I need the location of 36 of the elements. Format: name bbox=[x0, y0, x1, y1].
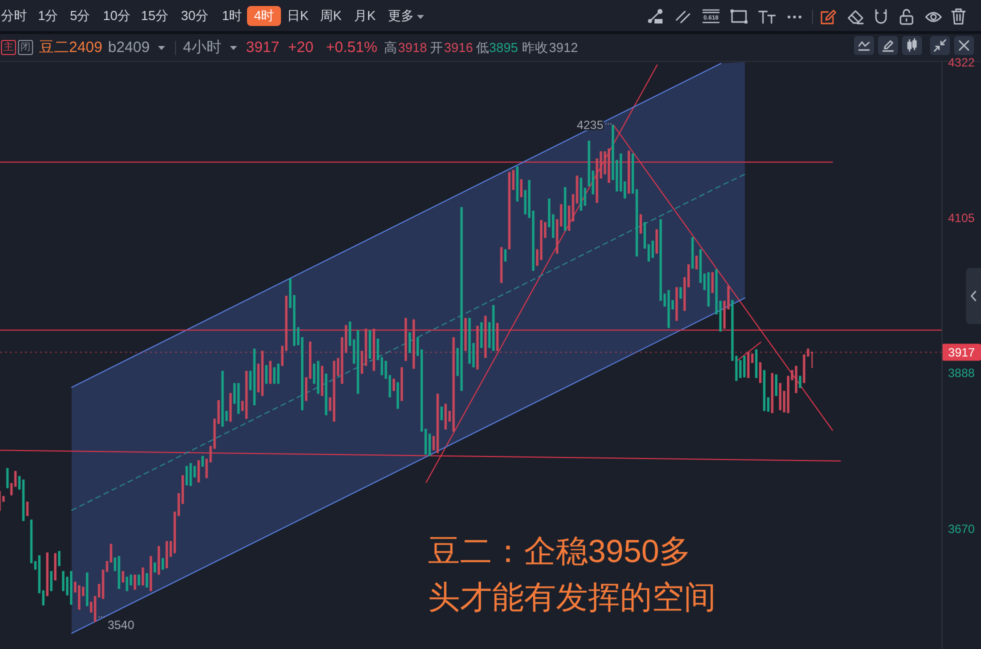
text: 周K bbox=[320, 8, 342, 23]
text: 15分 bbox=[141, 8, 168, 23]
text: 10分 bbox=[103, 8, 130, 23]
text: 月K bbox=[354, 8, 376, 23]
y-tick-label: 3670 bbox=[948, 522, 976, 536]
text: 3916 bbox=[444, 40, 473, 55]
y-tick-label: 4322 bbox=[948, 56, 976, 70]
text: 30分 bbox=[181, 8, 208, 23]
annotation: 3540 bbox=[108, 618, 135, 632]
text: 日K bbox=[287, 8, 309, 23]
text: b2409 bbox=[108, 39, 150, 56]
text: 闭 bbox=[20, 42, 30, 53]
text: 3917 bbox=[246, 39, 280, 56]
ref-line-label: 3917 bbox=[948, 345, 976, 360]
text: 4时 bbox=[254, 8, 274, 23]
y-tick-label: 3888 bbox=[948, 366, 976, 380]
y-tick-label: 4105 bbox=[948, 210, 976, 225]
text: 开 bbox=[430, 40, 443, 55]
text: 主 bbox=[4, 42, 14, 53]
text: 1时 bbox=[222, 8, 242, 23]
text: 高 bbox=[384, 40, 397, 55]
text: 低 bbox=[476, 40, 489, 55]
text: 5分 bbox=[70, 8, 90, 23]
text: 3895 bbox=[489, 40, 518, 55]
text: 4小时 bbox=[183, 39, 222, 56]
text: 分时 bbox=[1, 8, 27, 23]
text: +0.51% bbox=[326, 39, 378, 56]
annotation: 头才能有发挥的空间 bbox=[428, 579, 716, 615]
text: +20 bbox=[288, 39, 314, 56]
text: 3918 bbox=[398, 40, 427, 55]
text: 更多 bbox=[388, 8, 414, 23]
text: 3912 bbox=[549, 40, 578, 55]
text: 昨收 bbox=[522, 40, 548, 55]
text: 豆二2409 bbox=[39, 39, 102, 56]
text: 1分 bbox=[38, 8, 58, 23]
annotation: 豆二：企稳3950多 bbox=[428, 533, 692, 569]
